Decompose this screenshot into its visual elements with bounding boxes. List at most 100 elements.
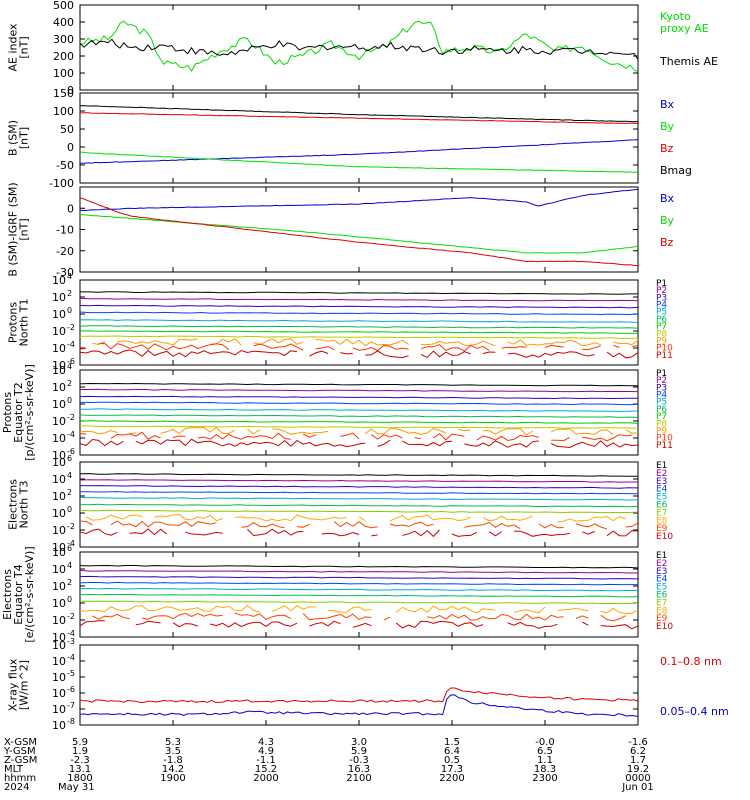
y-tick-label: 10 bbox=[52, 655, 66, 668]
legend-label: P8 bbox=[656, 329, 667, 339]
series-line-p10 bbox=[371, 434, 403, 440]
axis-row-value: 1.7 bbox=[630, 755, 646, 766]
series-line-e1 bbox=[80, 564, 638, 569]
series-line-e10 bbox=[371, 534, 378, 537]
series-line-p9 bbox=[315, 338, 409, 347]
series-line-p10 bbox=[315, 346, 335, 351]
series-line-p9 bbox=[92, 340, 106, 346]
series-line-e8 bbox=[85, 514, 143, 521]
legend-label: E2 bbox=[656, 469, 667, 479]
legend-label: E10 bbox=[656, 622, 673, 632]
series-line-p9 bbox=[458, 428, 471, 432]
series-line-e9 bbox=[141, 612, 223, 620]
panel-frame bbox=[79, 92, 639, 184]
series-line-p10 bbox=[476, 434, 539, 442]
y-tick-exponent: 4 bbox=[67, 471, 72, 480]
series-line-p9 bbox=[613, 339, 638, 346]
series-line-p11 bbox=[365, 350, 409, 359]
y-tick-label: 10 bbox=[52, 432, 66, 445]
y-tick-exponent: 4 bbox=[67, 362, 72, 371]
legend-label: E4 bbox=[656, 485, 668, 495]
legend-label: P2 bbox=[656, 286, 667, 296]
y-axis-label: [nT] bbox=[18, 127, 31, 149]
series-line-p9 bbox=[507, 339, 601, 347]
series-line-e10 bbox=[600, 624, 638, 630]
y-tick-label: 10 bbox=[52, 325, 66, 338]
y-axis-label: Protons bbox=[7, 302, 20, 343]
axis-row-label: X-GSM bbox=[4, 737, 37, 748]
y-axis-label: Electrons bbox=[7, 479, 20, 530]
legend-label: P10 bbox=[656, 434, 673, 444]
legend-label: E3 bbox=[656, 567, 667, 577]
series-line-p11 bbox=[507, 351, 595, 358]
y-tick-exponent: 0 bbox=[67, 396, 72, 405]
series-line-bz bbox=[80, 197, 638, 267]
axis-row-value: 1900 bbox=[160, 773, 185, 784]
series-line-e9 bbox=[110, 520, 217, 528]
series-line-p10 bbox=[98, 342, 230, 351]
y-axis-label: Electrons bbox=[1, 569, 14, 620]
series-line-e4 bbox=[80, 491, 638, 495]
series-line-e10 bbox=[395, 620, 484, 629]
y-tick-label: 200 bbox=[53, 50, 74, 63]
y-tick-label: -50 bbox=[56, 159, 74, 172]
axis-row-value: 13.1 bbox=[69, 764, 91, 775]
legend-label: Bx bbox=[660, 192, 675, 205]
series-line-p11 bbox=[550, 440, 638, 449]
legend-label: E4 bbox=[656, 575, 668, 585]
y-tick-label: 10 bbox=[52, 631, 66, 644]
axis-row-value: 19.2 bbox=[627, 764, 649, 775]
y-tick-label: -30 bbox=[56, 266, 74, 279]
legend-label: proxy AE bbox=[660, 22, 709, 35]
series-line-p10 bbox=[110, 431, 161, 440]
series-line-e8 bbox=[358, 516, 366, 522]
y-tick-exponent: 0 bbox=[67, 505, 72, 514]
series-line-e10 bbox=[185, 531, 223, 536]
series-line-p6 bbox=[80, 414, 638, 418]
series-line-p10 bbox=[302, 433, 316, 438]
series-line-e9 bbox=[575, 523, 608, 530]
series-line-p10 bbox=[433, 433, 465, 441]
legend-label: E5 bbox=[656, 493, 667, 503]
series-line-e5 bbox=[80, 587, 638, 592]
y-axis-label: [p/(cm²-s-sr-keV)] bbox=[23, 364, 36, 461]
y-tick-label: 10 bbox=[52, 597, 66, 610]
series-line-p10 bbox=[544, 344, 564, 349]
legend-label: P11 bbox=[656, 351, 673, 361]
legend-label: E6 bbox=[656, 501, 668, 511]
series-line-p10 bbox=[582, 345, 601, 351]
legend-label: E9 bbox=[656, 614, 668, 624]
y-axis-label: [e/(cm²-s-sr-keV)] bbox=[23, 546, 36, 642]
y-tick-label: 10 bbox=[52, 473, 66, 486]
series-line-e9 bbox=[92, 613, 130, 620]
series-line-p10 bbox=[551, 436, 571, 442]
series-line-p10 bbox=[613, 344, 620, 348]
legend-label: P9 bbox=[656, 336, 667, 346]
legend-label: P8 bbox=[656, 419, 667, 429]
y-tick-exponent: 0 bbox=[67, 595, 72, 604]
y-tick-exponent: 2 bbox=[67, 488, 72, 497]
y-tick-label: 10 bbox=[52, 507, 66, 520]
date-start: May 31 bbox=[58, 782, 95, 793]
series-line-p10 bbox=[501, 346, 527, 349]
axis-row-value: 2300 bbox=[532, 773, 557, 784]
series-line-e9 bbox=[538, 523, 564, 529]
series-line-p4 bbox=[80, 311, 638, 316]
legend-label: E6 bbox=[656, 591, 668, 601]
series-line-p10 bbox=[80, 348, 87, 350]
series-line-p3 bbox=[80, 395, 638, 400]
series-line-p3 bbox=[80, 304, 638, 309]
legend-label: P2 bbox=[656, 376, 667, 386]
series-line-p10 bbox=[631, 345, 638, 347]
legend-label: Bz bbox=[660, 142, 674, 155]
axis-row-value: 5.9 bbox=[351, 746, 367, 757]
series-line-e10 bbox=[581, 621, 589, 626]
legend-label: P3 bbox=[656, 383, 667, 393]
legend-label: P5 bbox=[656, 308, 667, 318]
y-axis-label: B (SM) bbox=[7, 120, 20, 156]
series-line-e8 bbox=[389, 514, 471, 522]
series-line-p10 bbox=[420, 344, 490, 352]
y-tick-exponent: -8 bbox=[67, 717, 75, 726]
